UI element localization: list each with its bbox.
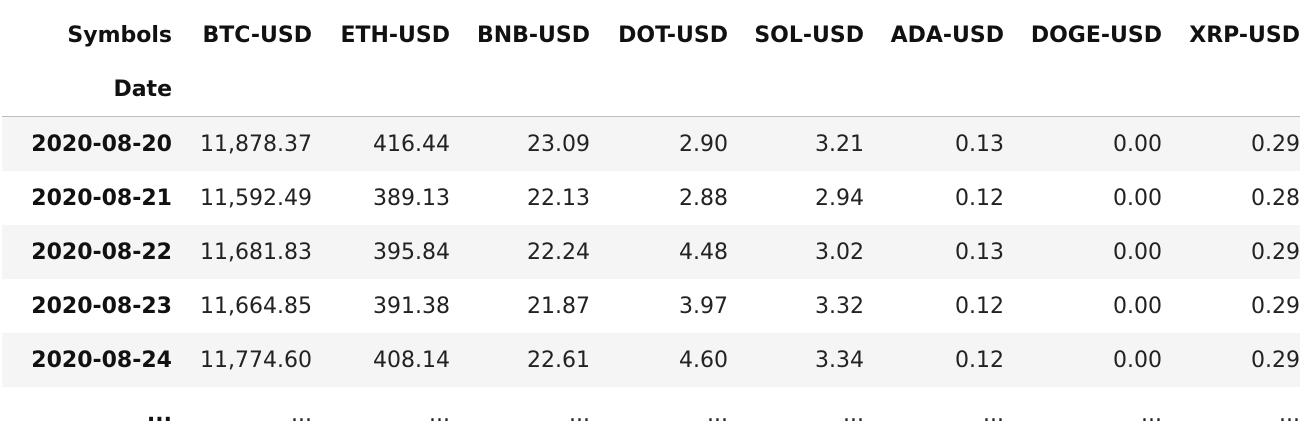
table-cell: ...	[172, 387, 312, 441]
row-date-label: ...	[2, 387, 172, 441]
table-cell: 3.02	[728, 225, 864, 279]
table-cell: 0.00	[1004, 117, 1162, 172]
column-header-eth: ETH-USD	[312, 9, 450, 62]
table-cell: 23.09	[450, 117, 590, 172]
table-cell: 11,592.49	[172, 171, 312, 225]
table-cell: 0.13	[864, 225, 1004, 279]
row-date-label: 2020-08-20	[2, 117, 172, 172]
row-date-label: 2020-08-22	[2, 225, 172, 279]
table-cell: 389.13	[312, 171, 450, 225]
table-cell: 0.12	[864, 171, 1004, 225]
table-cell: 4.48	[590, 225, 728, 279]
column-header-row: Symbols BTC-USD ETH-USD BNB-USD DOT-USD …	[2, 9, 1300, 62]
table-cell: 0.12	[864, 279, 1004, 333]
dataframe-table: Symbols BTC-USD ETH-USD BNB-USD DOT-USD …	[2, 9, 1300, 441]
index-name-label: Date	[2, 62, 172, 117]
table-cell: 0.29	[1162, 117, 1300, 172]
table-cell: 3.21	[728, 117, 864, 172]
column-header-btc: BTC-USD	[172, 9, 312, 62]
index-header-row: Date	[2, 62, 1300, 117]
table-cell: 4.60	[590, 333, 728, 387]
table-cell: 0.29	[1162, 225, 1300, 279]
table-cell: 0.00	[1004, 171, 1162, 225]
table-cell: 0.13	[864, 117, 1004, 172]
table-cell: ...	[590, 387, 728, 441]
columns-name-label: Symbols	[2, 9, 172, 62]
table-cell: 3.97	[590, 279, 728, 333]
column-header-dot: DOT-USD	[590, 9, 728, 62]
table-cell: 391.38	[312, 279, 450, 333]
table-cell: 3.34	[728, 333, 864, 387]
column-header-bnb: BNB-USD	[450, 9, 590, 62]
table-row: ...........................	[2, 387, 1300, 441]
row-date-label: 2020-08-23	[2, 279, 172, 333]
table-cell: 11,774.60	[172, 333, 312, 387]
column-header-ada: ADA-USD	[864, 9, 1004, 62]
table-cell: 0.29	[1162, 279, 1300, 333]
table-header: Symbols BTC-USD ETH-USD BNB-USD DOT-USD …	[2, 9, 1300, 117]
table-cell: ...	[312, 387, 450, 441]
table-cell: 395.84	[312, 225, 450, 279]
table-cell: 416.44	[312, 117, 450, 172]
table-cell: 0.00	[1004, 225, 1162, 279]
table-cell: 2.90	[590, 117, 728, 172]
table-cell: 11,664.85	[172, 279, 312, 333]
row-date-label: 2020-08-21	[2, 171, 172, 225]
table-cell: 22.13	[450, 171, 590, 225]
column-header-xrp: XRP-USD	[1162, 9, 1300, 62]
table-cell: 0.12	[864, 333, 1004, 387]
table-cell: 0.28	[1162, 171, 1300, 225]
column-header-doge: DOGE-USD	[1004, 9, 1162, 62]
table-cell: 22.24	[450, 225, 590, 279]
table-cell: ...	[450, 387, 590, 441]
table-cell: 11,878.37	[172, 117, 312, 172]
table-cell: 0.00	[1004, 333, 1162, 387]
table-cell: 11,681.83	[172, 225, 312, 279]
table-cell: 2.88	[590, 171, 728, 225]
table-cell: 408.14	[312, 333, 450, 387]
table-cell: ...	[1004, 387, 1162, 441]
table-cell: ...	[1162, 387, 1300, 441]
table-cell: 22.61	[450, 333, 590, 387]
table-cell: 0.00	[1004, 279, 1162, 333]
table-cell: 0.29	[1162, 333, 1300, 387]
table-cell: 3.32	[728, 279, 864, 333]
table-cell: ...	[728, 387, 864, 441]
table-cell: 2.94	[728, 171, 864, 225]
row-date-label: 2020-08-24	[2, 333, 172, 387]
column-header-sol: SOL-USD	[728, 9, 864, 62]
table-cell: ...	[864, 387, 1004, 441]
table-cell: 21.87	[450, 279, 590, 333]
